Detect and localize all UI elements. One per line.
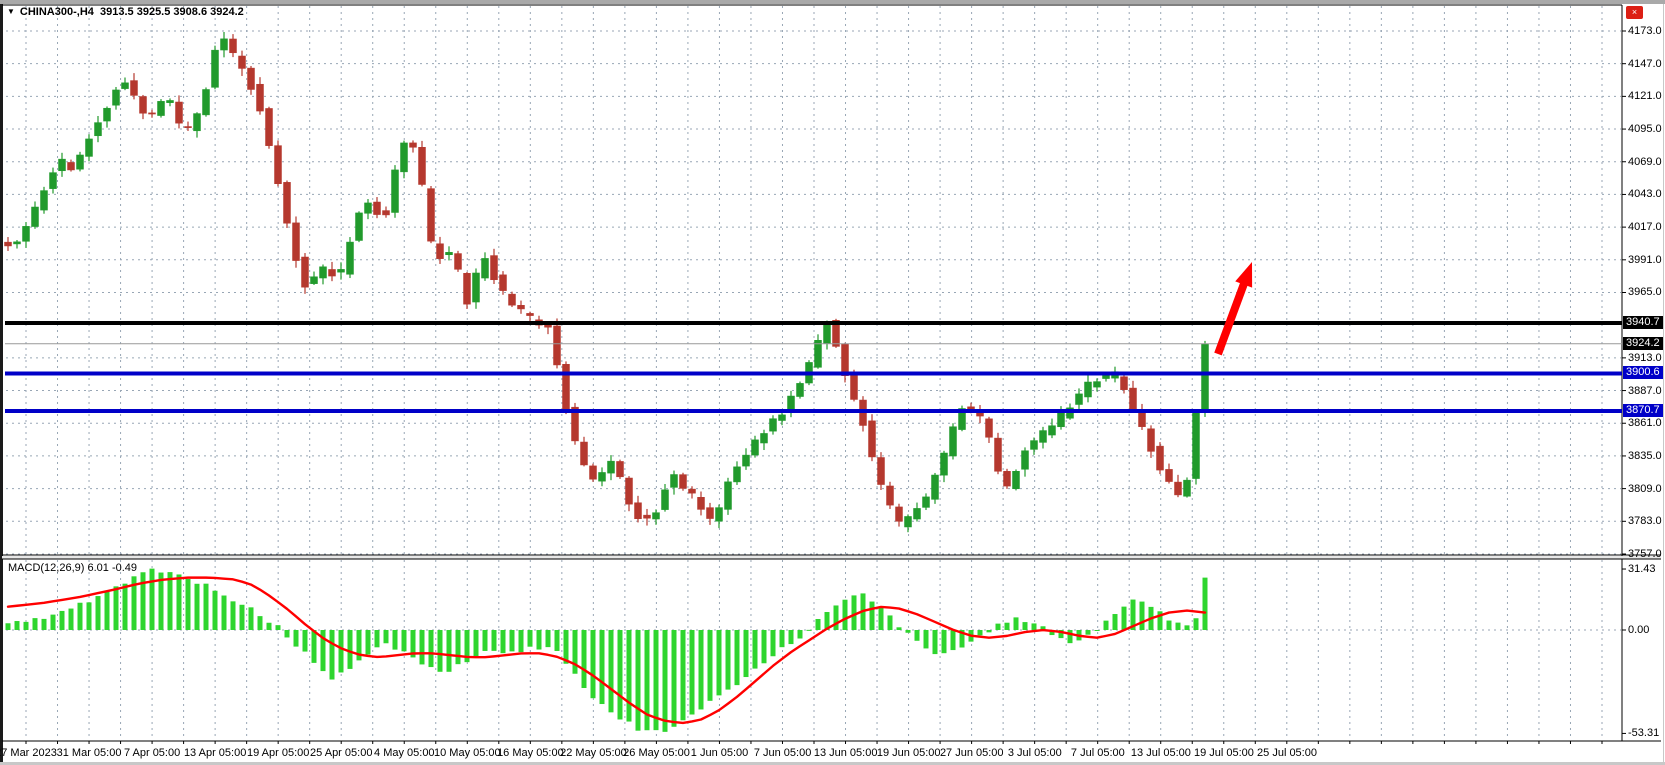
price-tick-label: 4095.0 xyxy=(1628,123,1662,136)
date-label: 4 May 05:00 xyxy=(374,747,435,759)
date-label: 1 Jun 05:00 xyxy=(690,747,749,759)
price-tick-label: 3991.0 xyxy=(1628,253,1662,266)
price-level-tag: 3924.2 xyxy=(1623,336,1663,350)
price-tick-label: 4069.0 xyxy=(1628,155,1662,168)
date-label: 13 Jun 05:00 xyxy=(813,747,878,759)
price-tick-label: 3783.0 xyxy=(1628,515,1662,528)
price-level-tag: 3900.6 xyxy=(1623,366,1663,380)
date-label: 19 Jun 05:00 xyxy=(876,747,941,759)
date-label: 19 Apr 05:00 xyxy=(246,747,310,759)
price-tick-label: 3887.0 xyxy=(1628,384,1662,397)
price-tick-label: 3913.0 xyxy=(1628,351,1662,364)
date-label: 7 Jun 05:00 xyxy=(753,747,812,759)
date-label: 22 May 05:00 xyxy=(560,747,627,759)
date-label: 31 Mar 05:00 xyxy=(56,747,122,759)
date-label: 10 May 05:00 xyxy=(434,747,501,759)
macd-indicator-label: MACD(12,26,9) 6.01 -0.49 xyxy=(8,562,137,574)
macd-values: 6.01 -0.49 xyxy=(87,562,138,574)
date-label: 27 Jun 05:00 xyxy=(939,747,1004,759)
macd-name: MACD(12,26,9) xyxy=(8,562,85,574)
date-label: 19 Jul 05:00 xyxy=(1193,747,1254,759)
price-tick-label: 4173.0 xyxy=(1628,25,1662,37)
trend-arrow-head[interactable] xyxy=(1235,262,1253,288)
date-label: 25 Apr 05:00 xyxy=(310,747,373,759)
trend-arrow[interactable] xyxy=(1214,279,1249,356)
ohlc-values: 3913.5 3925.5 3908.6 3924.2 xyxy=(100,6,244,18)
price-tick-label: 3757.0 xyxy=(1628,547,1662,560)
price-tick-label: 3861.0 xyxy=(1628,417,1662,430)
macd-tick-label: 0.00 xyxy=(1628,624,1650,636)
date-label: 13 Jul 05:00 xyxy=(1130,747,1191,759)
chevron-down-icon[interactable]: ▼ xyxy=(7,7,15,16)
date-label: 26 May 05:00 xyxy=(623,747,690,759)
close-button[interactable]: × xyxy=(1626,6,1643,19)
date-label: 27 Mar 2023 xyxy=(0,747,57,759)
macd-tick-label: 31.43 xyxy=(1628,563,1656,576)
price-level-tag: 3940.7 xyxy=(1623,316,1663,330)
date-label: 7 Apr 05:00 xyxy=(123,747,181,759)
date-label: 13 Apr 05:00 xyxy=(183,747,247,759)
price-tick-label: 3809.0 xyxy=(1628,482,1662,495)
price-level-tag: 3870.7 xyxy=(1623,404,1663,418)
date-label: 16 May 05:00 xyxy=(497,747,564,759)
symbol-label: CHINA300-,H4 xyxy=(19,6,94,18)
price-tick-label: 3835.0 xyxy=(1628,449,1662,462)
date-label: 25 Jul 05:00 xyxy=(1257,747,1317,759)
symbol-header: ▼ CHINA300-,H4 3913.5 3925.5 3908.6 3924.… xyxy=(7,6,244,18)
price-tick-label: 3965.0 xyxy=(1628,286,1662,299)
price-tick-label: 4121.0 xyxy=(1628,90,1662,103)
macd-tick-label: -53.31 xyxy=(1628,727,1660,740)
price-tick-label: 4017.0 xyxy=(1628,221,1662,234)
date-label: 7 Jul 05:00 xyxy=(1070,747,1125,759)
date-label: 3 Jul 05:00 xyxy=(1007,747,1062,759)
price-tick-label: 4043.0 xyxy=(1628,188,1662,201)
price-tick-label: 4147.0 xyxy=(1628,57,1662,70)
